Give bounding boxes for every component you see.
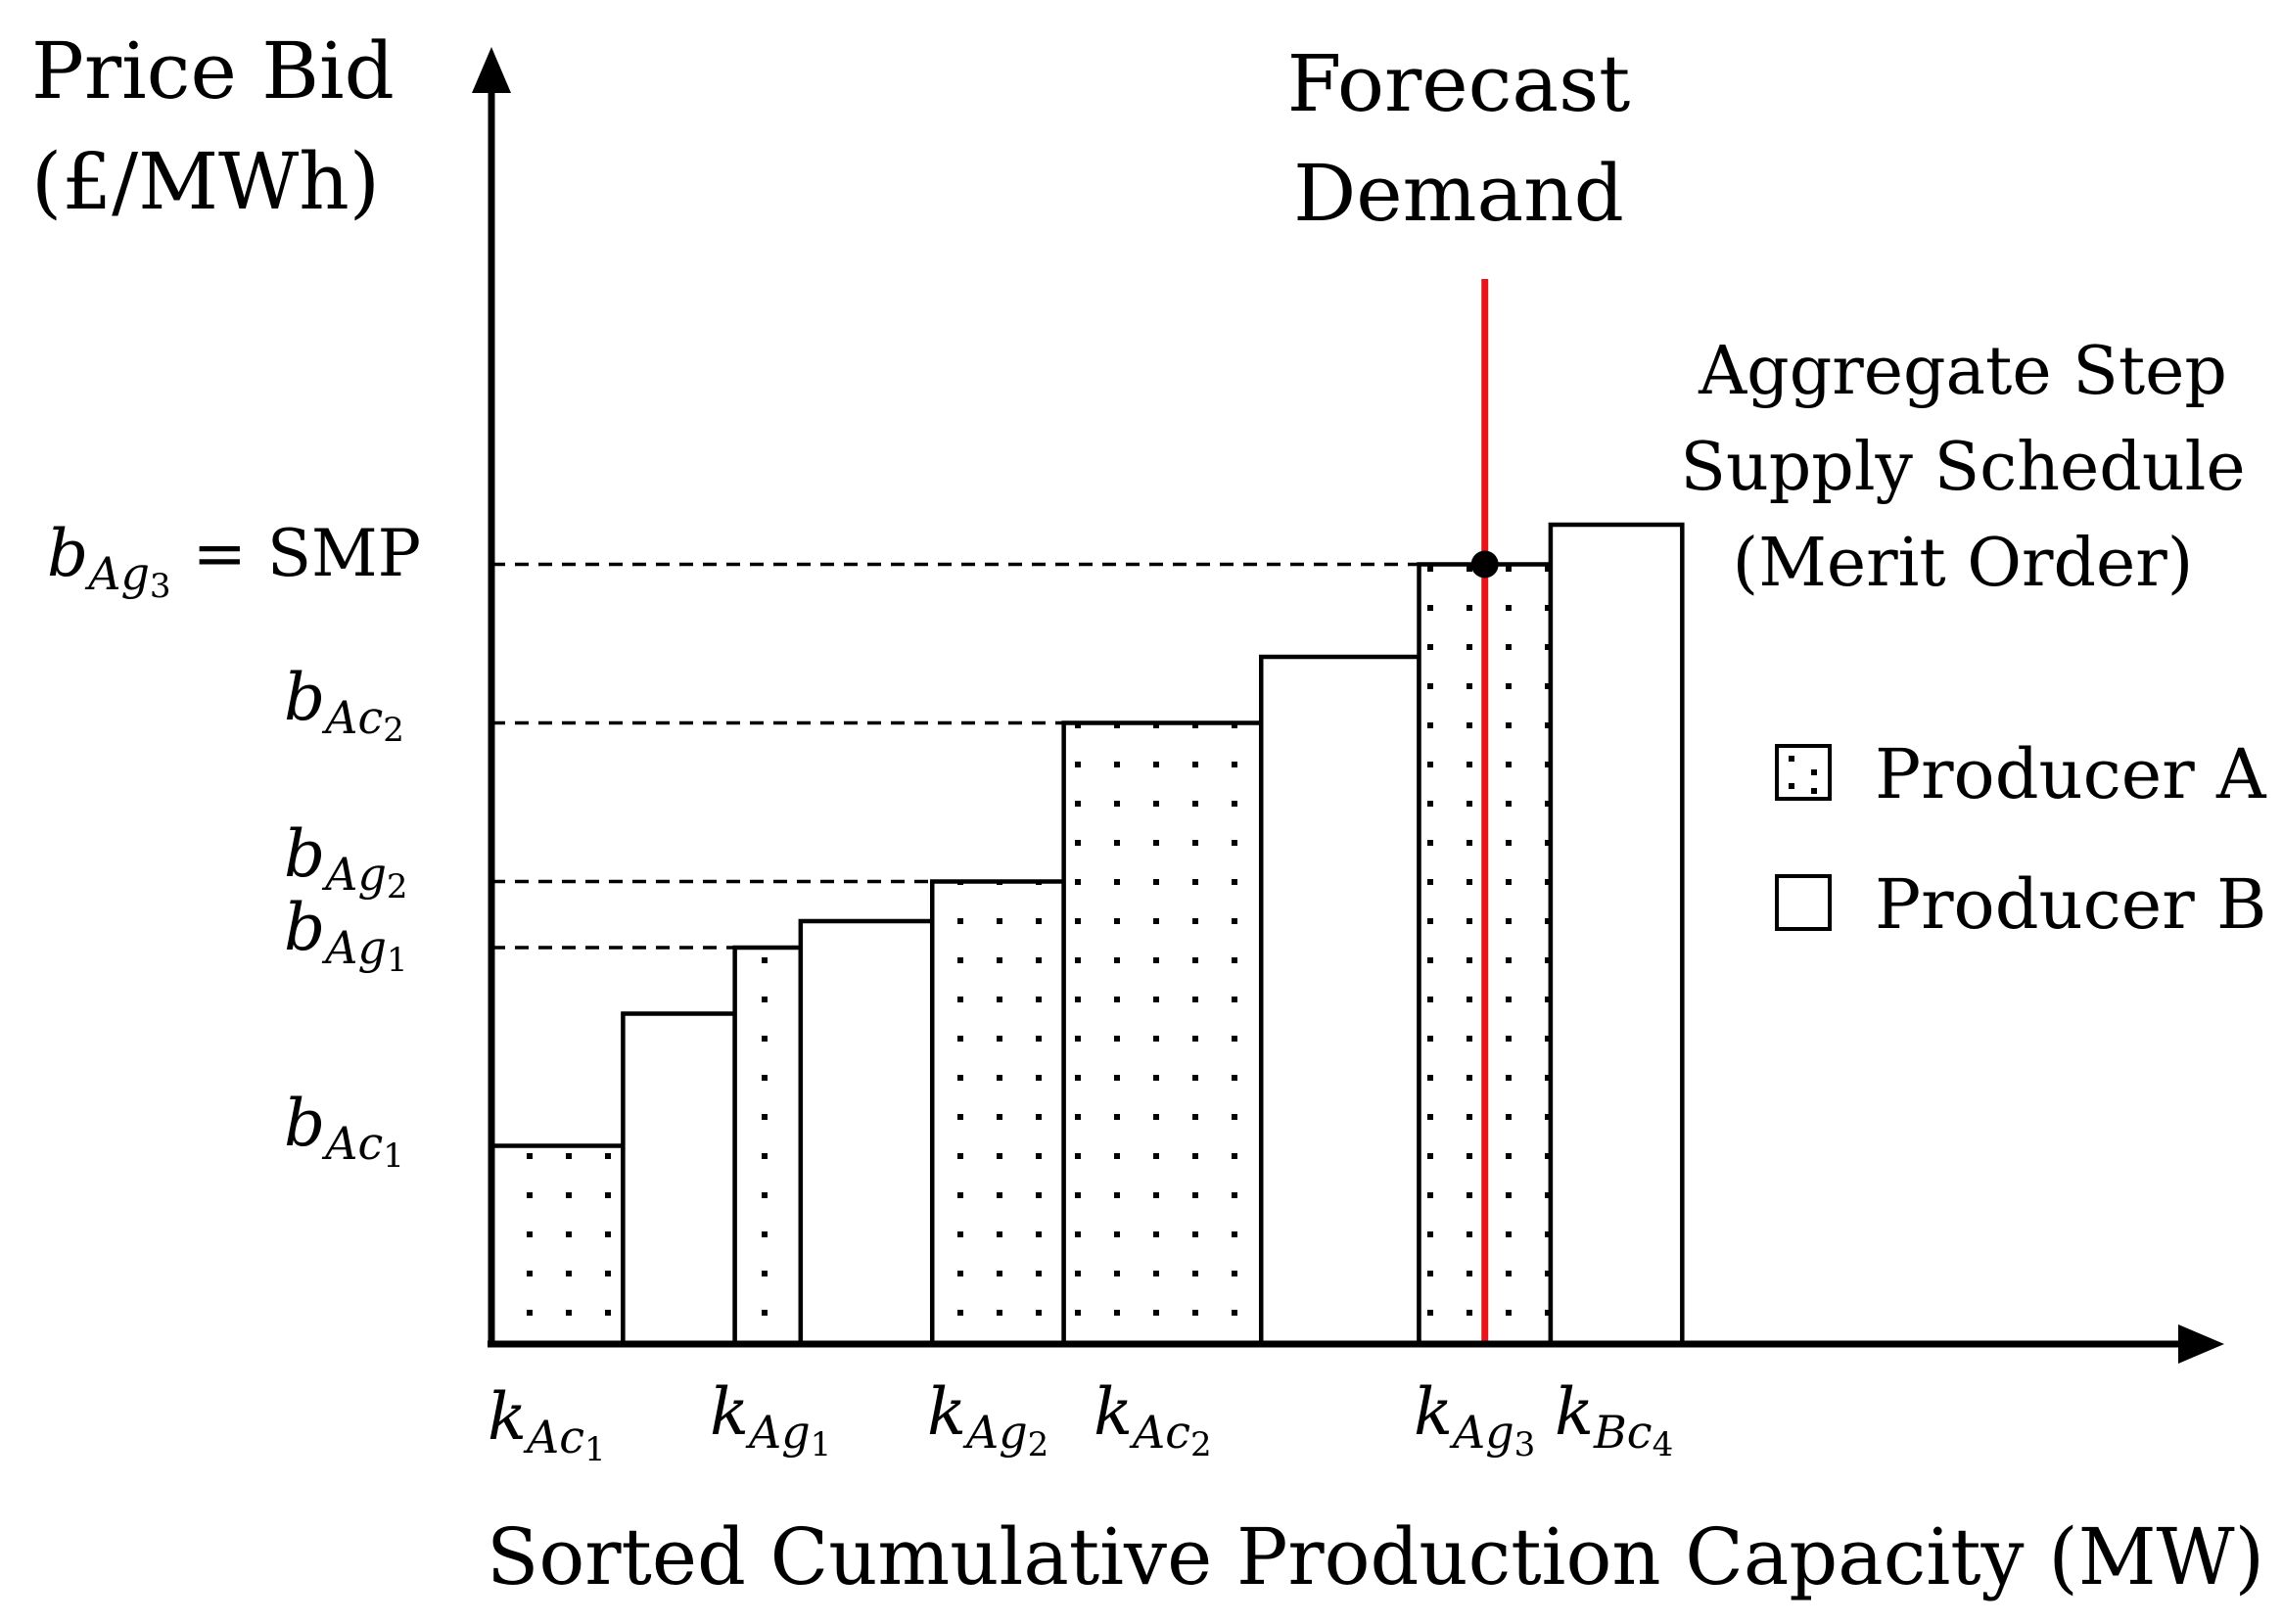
capacity-label-k-ag2: kAg2	[927, 1374, 1048, 1464]
supply-step-bar-9-producer-b	[1548, 522, 1685, 1347]
legend: Producer A Producer B	[1775, 734, 2267, 945]
forecast-label-line2: Demand	[1293, 148, 1624, 239]
y-axis-title-line2: (£/MWh)	[31, 136, 380, 227]
legend-label-producer-b: Producer B	[1875, 864, 2266, 945]
y-axis-title-line1: Price Bid	[31, 25, 395, 116]
capacity-label-k-ac2: kAc2	[1094, 1374, 1212, 1464]
legend-label-producer-a: Producer A	[1875, 734, 2267, 814]
supply-step-bar-7-producer-b	[1258, 654, 1421, 1347]
legend-swatch-dot	[1789, 756, 1794, 762]
price-label-smp: bAg3 = SMP	[47, 516, 421, 606]
schedule-caption-line1: Aggregate Step	[1698, 333, 2227, 410]
supply-step-bar-2-producer-b	[621, 1011, 737, 1347]
x-axis-title: Sorted Cumulative Production Capacity (M…	[487, 1511, 2264, 1602]
price-label-b-ag1: bAg1	[284, 890, 408, 980]
legend-swatch-dot	[1811, 788, 1817, 794]
x-axis-arrow-icon	[2178, 1324, 2224, 1364]
capacity-label-k-ag3: kAg3	[1414, 1374, 1535, 1464]
supply-step-bar-6-producer-a	[1061, 720, 1264, 1347]
price-label-b-ac2: bAc2	[284, 660, 404, 750]
y-axis-arrow-icon	[472, 47, 511, 93]
supply-step-bar-3-producer-a	[732, 945, 804, 1347]
legend-swatch-dot	[1789, 783, 1794, 789]
legend-swatch-dot	[1811, 769, 1817, 775]
supply-step-bar-5-producer-a	[929, 879, 1066, 1347]
smp-point	[1470, 550, 1499, 579]
supply-steps	[489, 522, 1685, 1347]
price-label-b-ag2: bAg2	[284, 816, 408, 906]
legend-swatch-producer-b	[1775, 874, 1832, 931]
price-label-b-ac1: bAc1	[284, 1086, 404, 1176]
supply-step-bar-1-producer-a	[489, 1143, 626, 1347]
price-guide-lines	[491, 562, 1420, 950]
capacity-label-k-ac1: kAc1	[488, 1379, 606, 1469]
legend-swatch-producer-a	[1775, 744, 1832, 801]
supply-step-bar-4-producer-b	[798, 918, 935, 1347]
schedule-caption-line2: Supply Schedule	[1680, 429, 2245, 506]
schedule-caption-line3: (Merit Order)	[1733, 525, 2194, 602]
capacity-label-k-bc4: kBc4	[1555, 1374, 1673, 1464]
forecast-label-line1: Forecast	[1287, 38, 1631, 129]
capacity-label-k-ag1: kAg1	[710, 1374, 831, 1464]
axes	[472, 47, 2224, 1364]
